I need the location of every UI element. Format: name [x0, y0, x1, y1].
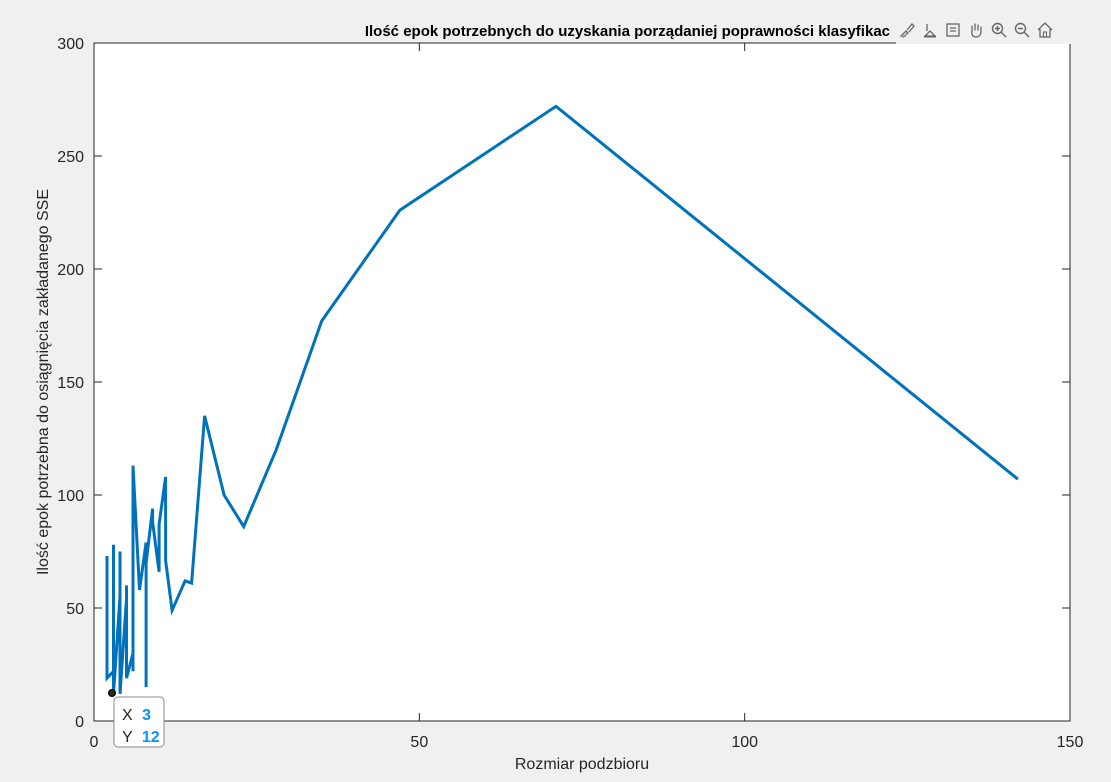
brush-icon[interactable]	[896, 19, 918, 41]
y-tick-label: 150	[57, 375, 84, 392]
y-tick-label: 0	[75, 714, 84, 731]
y-tick-label: 300	[57, 36, 84, 53]
axes-toolbar	[896, 16, 1074, 44]
y-tick-label: 250	[57, 149, 84, 166]
svg-text:X 3: X 3	[122, 707, 151, 724]
plot-area	[105, 104, 1019, 695]
home-icon[interactable]	[1034, 19, 1056, 41]
datatip-y-label: Y	[122, 729, 133, 746]
datatip-y-value: 12	[142, 729, 160, 746]
x-axis-label: Rozmiar podzbioru	[515, 756, 649, 773]
datatip-box	[113, 696, 165, 748]
y-tick-label: 100	[57, 488, 84, 505]
pan-hand-icon[interactable]	[965, 19, 987, 41]
x-tick-label: 150	[1057, 734, 1084, 751]
datatip-x-label: X	[122, 707, 133, 724]
y-tick-label: 200	[57, 262, 84, 279]
datatip-x-value: 3	[142, 707, 151, 724]
chart-title: Ilość epok potrzebnych do uzyskania porz…	[365, 23, 890, 40]
x-tick-label: 0	[90, 734, 99, 751]
zoom-out-icon[interactable]	[1011, 19, 1033, 41]
axis-ticks: 0 50 100 150 0 50 100 150 200 250 300	[57, 36, 1083, 751]
svg-text:Y 12: Y 12	[122, 729, 160, 746]
datatip-icon[interactable]	[942, 19, 964, 41]
datatip[interactable]: X 3 Y 12	[108, 689, 165, 748]
data-cursor-icon[interactable]	[919, 19, 941, 41]
datatip-marker	[108, 689, 116, 697]
x-tick-label: 50	[410, 734, 428, 751]
y-tick-label: 50	[66, 601, 84, 618]
axes-background	[93, 42, 1071, 722]
x-tick-label: 100	[731, 734, 758, 751]
zoom-in-icon[interactable]	[988, 19, 1010, 41]
series-line	[105, 104, 1019, 695]
y-axis-label: Ilość epok potrzebna do osiągnięcia zakł…	[35, 189, 52, 575]
